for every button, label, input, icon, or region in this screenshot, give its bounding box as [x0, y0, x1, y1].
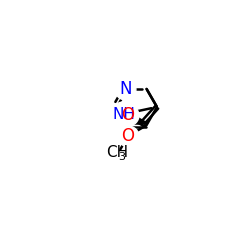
Text: NH: NH	[112, 106, 135, 122]
Text: 3: 3	[118, 152, 125, 162]
Text: CH: CH	[106, 145, 128, 160]
Text: O: O	[122, 127, 134, 145]
Text: O: O	[122, 106, 134, 124]
Text: N: N	[119, 80, 132, 98]
